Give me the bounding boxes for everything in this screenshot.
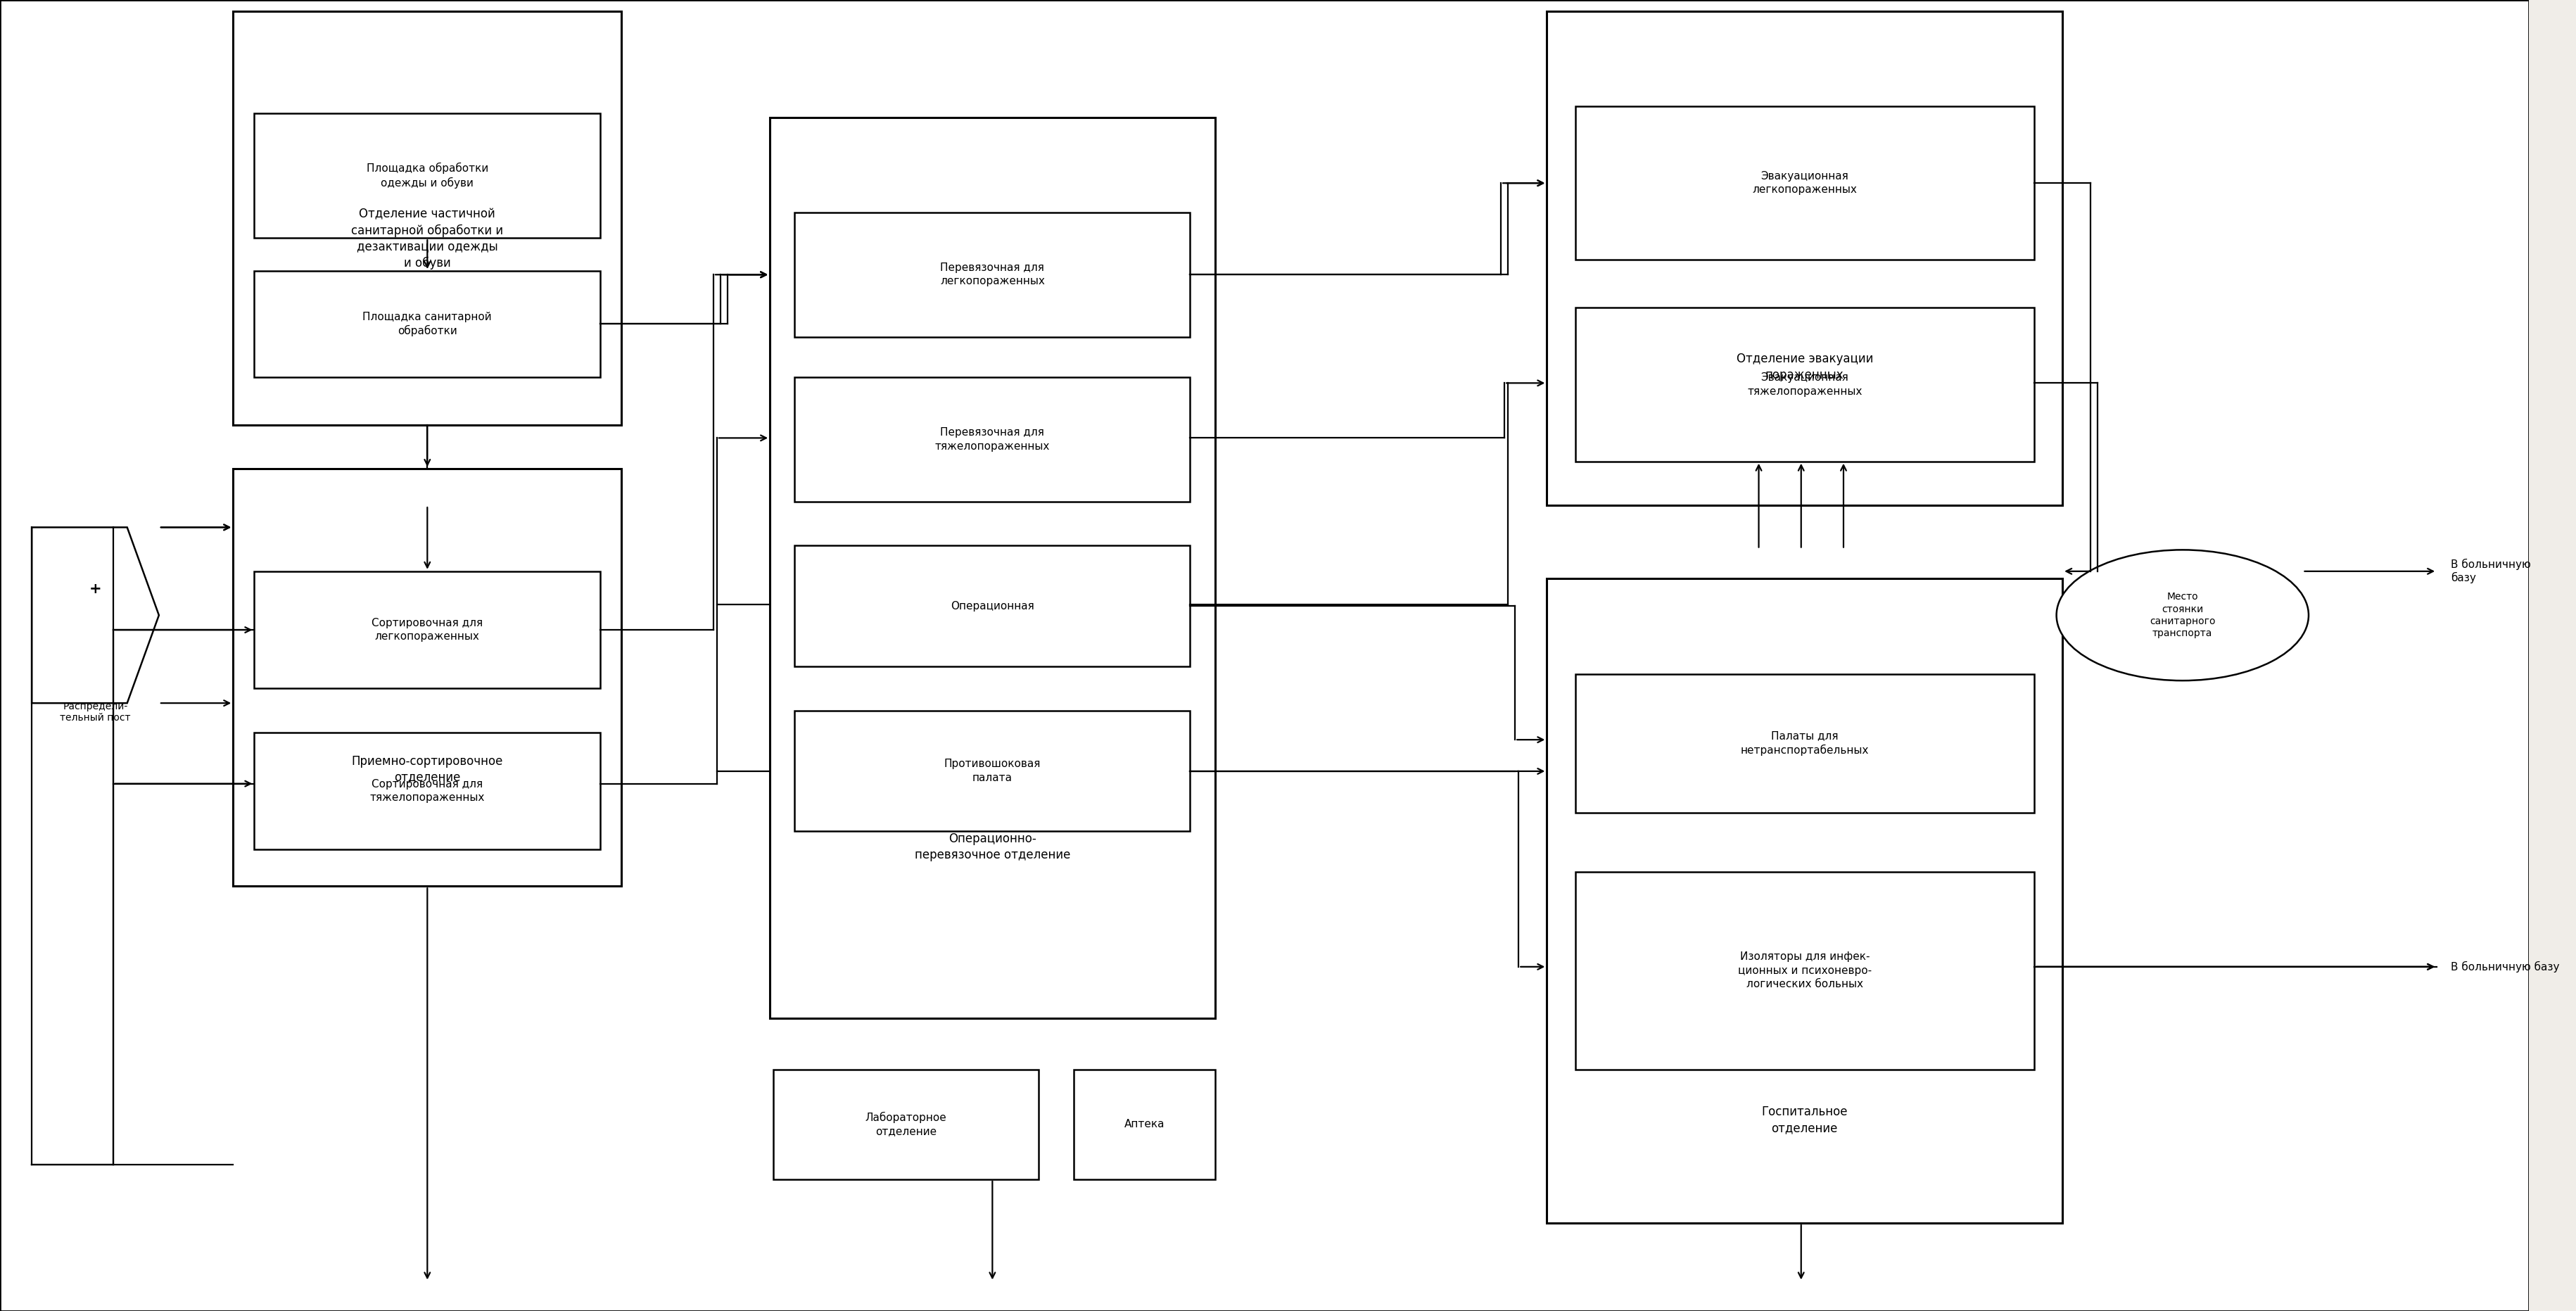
Text: Перевязочная для
тяжелопораженных: Перевязочная для тяжелопораженных: [935, 427, 1051, 451]
FancyBboxPatch shape: [255, 114, 600, 239]
Text: В больничную
базу: В больничную базу: [2450, 558, 2532, 583]
Text: Эвакуационная
легкопораженных: Эвакуационная легкопораженных: [1752, 170, 1857, 195]
Text: +: +: [90, 582, 100, 597]
FancyBboxPatch shape: [793, 545, 1190, 666]
Text: Отделение частичной
санитарной обработки и
дезактивации одежды
и обуви: Отделение частичной санитарной обработки…: [350, 208, 502, 269]
FancyBboxPatch shape: [232, 469, 621, 886]
FancyBboxPatch shape: [255, 733, 600, 850]
FancyBboxPatch shape: [1574, 106, 2035, 260]
Text: Перевязочная для
легкопораженных: Перевязочная для легкопораженных: [940, 262, 1046, 287]
FancyBboxPatch shape: [232, 10, 621, 425]
Text: Эвакуационная
тяжелопораженных: Эвакуационная тяжелопораженных: [1747, 372, 1862, 396]
Text: Сортировочная для
легкопораженных: Сортировочная для легкопораженных: [371, 617, 482, 642]
FancyBboxPatch shape: [1546, 10, 2063, 505]
Text: Противошоковая
палата: Противошоковая палата: [943, 759, 1041, 783]
Text: Изоляторы для инфек-
ционных и психоневро-
логических больных: Изоляторы для инфек- ционных и психоневр…: [1739, 952, 1873, 990]
Text: Операционная: Операционная: [951, 600, 1033, 611]
Text: Место
стоянки
санитарного
транспорта: Место стоянки санитарного транспорта: [2148, 593, 2215, 638]
Text: В больничную базу: В больничную базу: [2450, 961, 2561, 973]
Circle shape: [2056, 549, 2308, 680]
FancyBboxPatch shape: [793, 711, 1190, 831]
FancyBboxPatch shape: [1574, 674, 2035, 813]
FancyBboxPatch shape: [1546, 578, 2063, 1223]
FancyBboxPatch shape: [793, 212, 1190, 337]
Text: Палаты для
нетранспортабельных: Палаты для нетранспортабельных: [1741, 730, 1868, 756]
FancyBboxPatch shape: [773, 1070, 1038, 1179]
Text: Площадка обработки
одежды и обуви: Площадка обработки одежды и обуви: [366, 163, 489, 189]
Text: Госпитальное
отделение: Госпитальное отделение: [1762, 1105, 1847, 1134]
Text: Отделение эвакуации
пораженных: Отделение эвакуации пораженных: [1736, 353, 1873, 382]
FancyBboxPatch shape: [1574, 308, 2035, 461]
FancyBboxPatch shape: [255, 271, 600, 378]
FancyBboxPatch shape: [1574, 872, 2035, 1070]
Text: Площадка санитарной
обработки: Площадка санитарной обработки: [363, 312, 492, 337]
Text: Аптека: Аптека: [1123, 1120, 1164, 1130]
Text: Лабораторное
отделение: Лабораторное отделение: [866, 1112, 945, 1137]
FancyBboxPatch shape: [1074, 1070, 1216, 1179]
Text: Сортировочная для
тяжелопораженных: Сортировочная для тяжелопораженных: [371, 779, 484, 804]
Polygon shape: [31, 527, 160, 703]
Text: Операционно-
перевязочное отделение: Операционно- перевязочное отделение: [914, 832, 1069, 861]
FancyBboxPatch shape: [255, 572, 600, 688]
FancyBboxPatch shape: [793, 378, 1190, 502]
FancyBboxPatch shape: [770, 117, 1216, 1019]
Text: Распредели-
тельный пост: Распредели- тельный пост: [59, 701, 131, 722]
Text: Приемно-сортировочное
отделение: Приемно-сортировочное отделение: [350, 755, 502, 784]
